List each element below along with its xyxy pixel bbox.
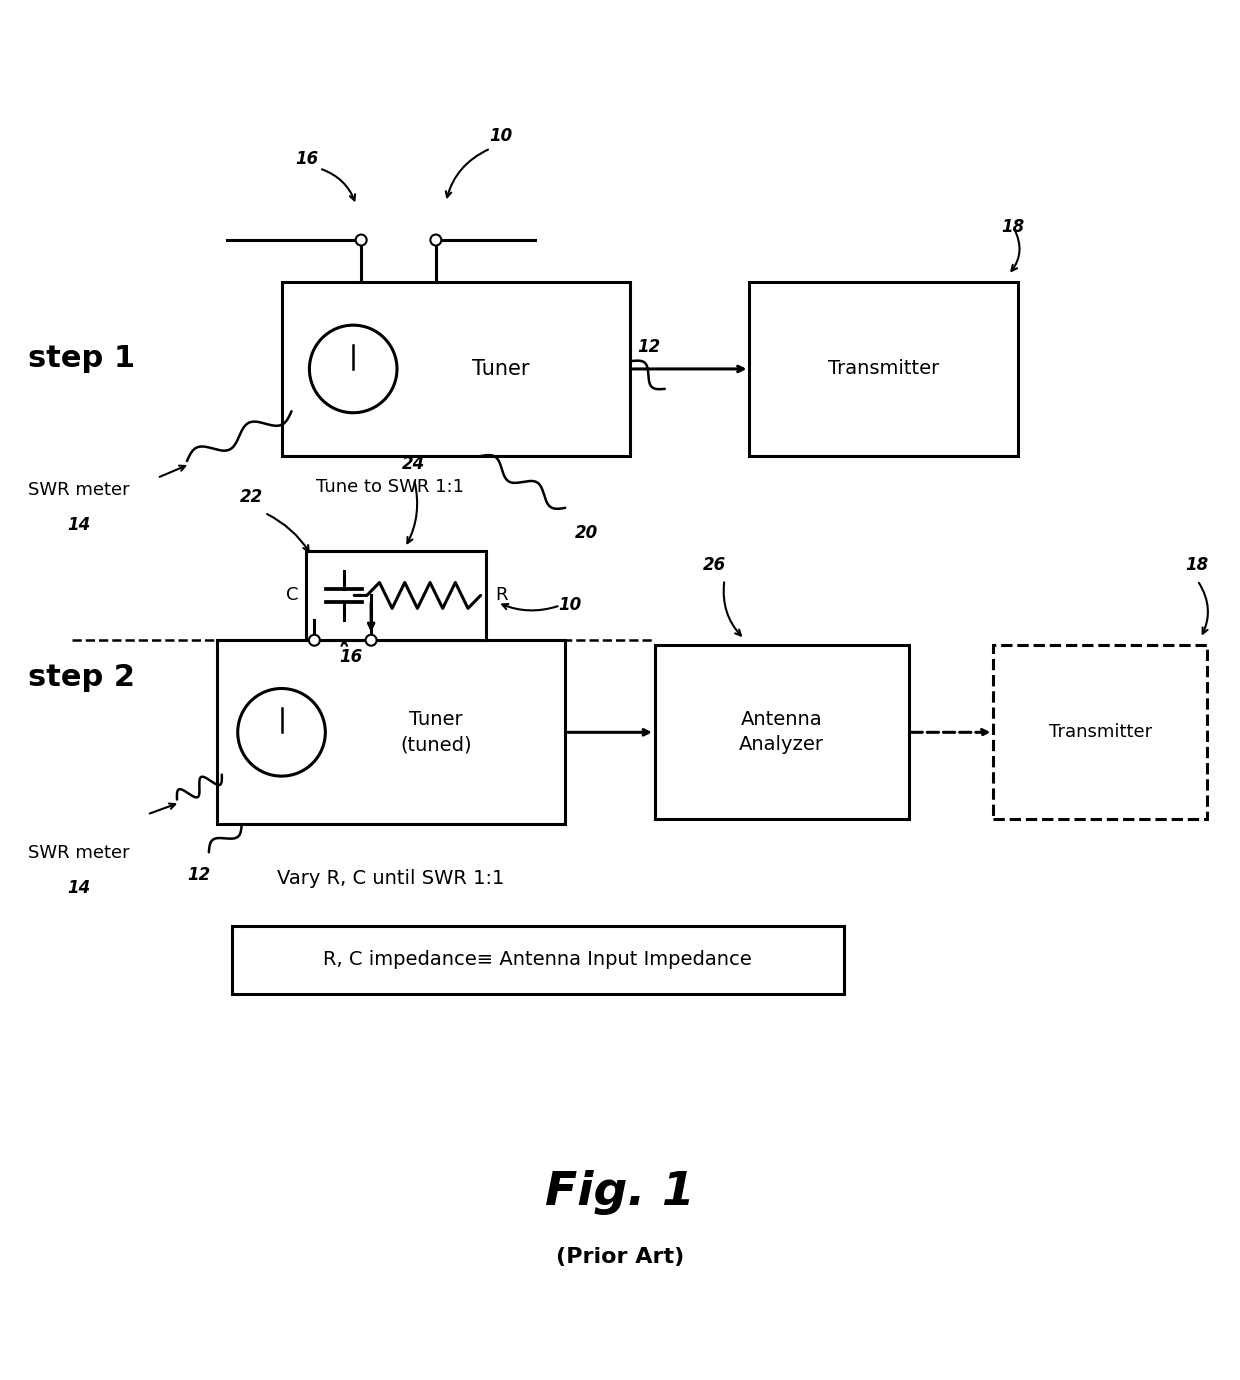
Text: C: C [286,586,299,604]
Text: Fig. 1: Fig. 1 [546,1170,694,1216]
Text: (Prior Art): (Prior Art) [556,1248,684,1267]
Text: SWR meter: SWR meter [27,482,129,500]
Circle shape [356,235,367,246]
Text: Tuner
(tuned): Tuner (tuned) [401,711,471,755]
Circle shape [430,235,441,246]
Circle shape [238,689,325,776]
Text: step 2: step 2 [27,662,135,691]
Text: Tune to SWR 1:1: Tune to SWR 1:1 [316,477,464,495]
Bar [749,282,1018,455]
Text: 16: 16 [340,649,363,667]
Text: Tuner: Tuner [471,359,529,380]
Text: 10: 10 [489,127,512,145]
Text: 14: 14 [67,879,91,897]
Circle shape [309,635,320,646]
Bar [993,646,1208,820]
Text: 24: 24 [402,455,425,473]
Circle shape [366,635,377,646]
Text: Antenna
Analyzer: Antenna Analyzer [739,711,825,755]
Text: 12: 12 [637,338,660,356]
Text: 10: 10 [558,596,582,614]
Text: R, C impedance≡ Antenna Input Impedance: R, C impedance≡ Antenna Input Impedance [324,951,753,969]
Text: 26: 26 [703,556,727,574]
Text: step 1: step 1 [27,345,135,374]
Text: 22: 22 [241,487,263,506]
Bar [655,646,909,820]
Circle shape [310,326,397,413]
Text: 16: 16 [295,150,317,168]
Text: 14: 14 [67,516,91,534]
Text: SWR meter: SWR meter [27,845,129,862]
Bar [281,282,630,455]
Text: 18: 18 [1185,556,1209,574]
Text: 20: 20 [575,524,599,542]
Text: 12: 12 [187,867,211,885]
Text: R: R [496,586,508,604]
Text: Vary R, C until SWR 1:1: Vary R, C until SWR 1:1 [277,869,503,889]
Text: Transmitter: Transmitter [1049,723,1152,741]
Bar [232,926,844,994]
Text: 18: 18 [1002,218,1024,236]
Text: Transmitter: Transmitter [828,359,940,378]
Bar [217,640,565,824]
Bar [306,551,486,640]
